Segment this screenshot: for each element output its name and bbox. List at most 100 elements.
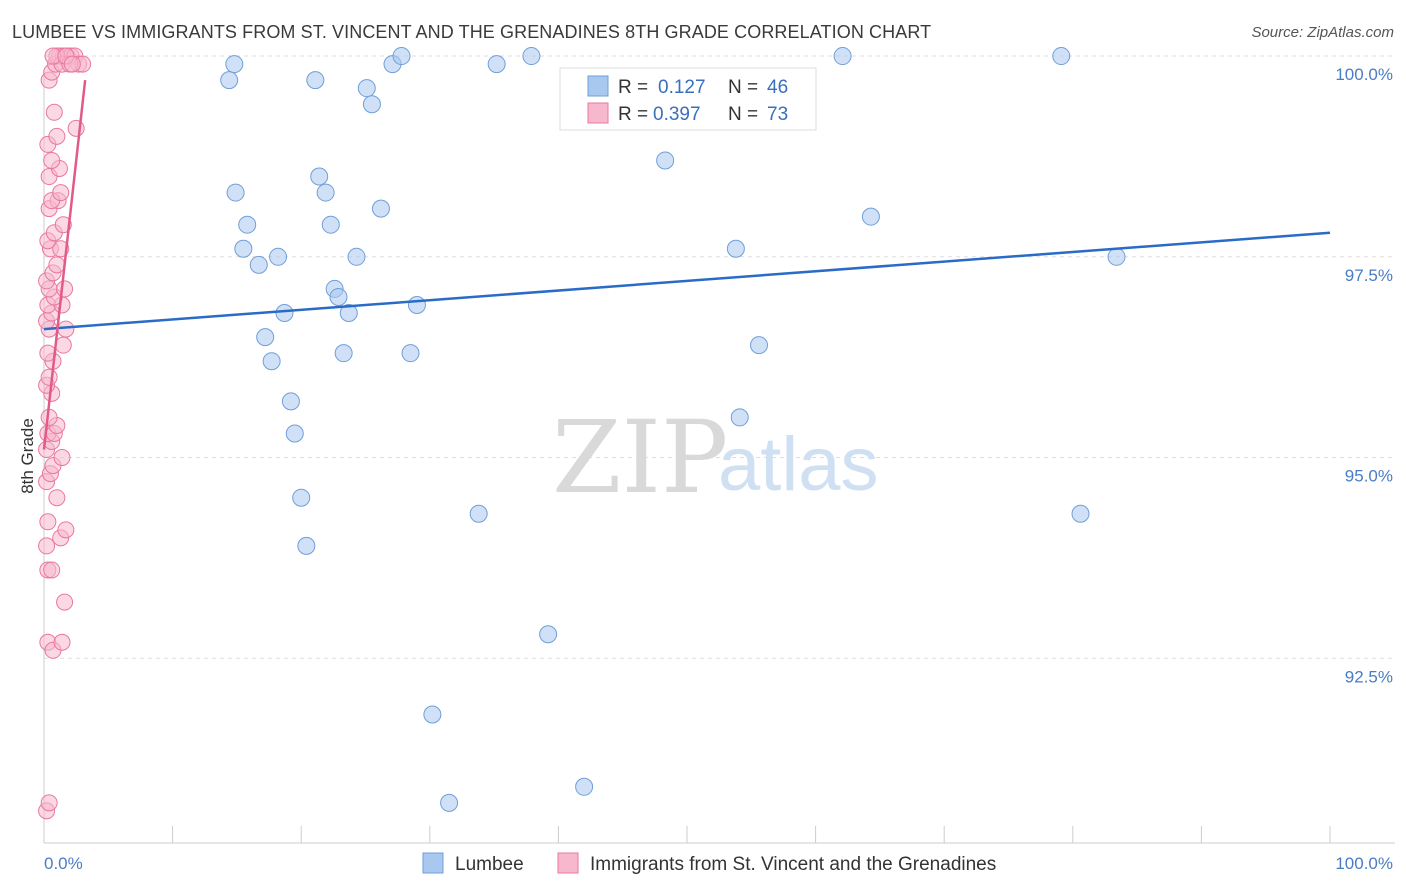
lumbee-point-10 xyxy=(281,392,300,411)
gridlines xyxy=(44,55,1395,659)
lumbee-point-44 xyxy=(1071,504,1090,523)
lumbee-point-0 xyxy=(220,71,239,90)
legend-r-value-2: 0.397 xyxy=(653,104,701,125)
lumbee-point-8 xyxy=(269,247,288,266)
lumbee-point-7 xyxy=(262,352,281,371)
y-tick-label-0: 92.5% xyxy=(1345,667,1393,686)
lumbee-point-39 xyxy=(730,408,749,427)
y-tick-label-3: 100.0% xyxy=(1335,65,1393,84)
lumbee-point-32 xyxy=(469,504,488,523)
lumbee-point-13 xyxy=(297,536,316,555)
trend-lines xyxy=(42,80,1331,450)
bottom-legend-swatch-immigrants xyxy=(557,852,579,874)
lumbee-point-11 xyxy=(285,424,304,443)
lumbee-point-25 xyxy=(371,199,390,218)
immigrants-point-49 xyxy=(52,184,70,202)
immigrants-point-56 xyxy=(45,103,63,121)
lumbee-point-3 xyxy=(234,239,253,258)
lumbee-point-2 xyxy=(226,183,245,202)
lumbee-point-42 xyxy=(861,207,880,226)
lumbee-point-21 xyxy=(339,304,358,323)
lumbee-point-34 xyxy=(522,47,541,66)
legend-r-label-1: R = xyxy=(618,77,648,98)
immigrants-point-4 xyxy=(53,633,71,651)
lumbee-point-19 xyxy=(329,287,348,306)
tick-labels: 92.5% 95.0% 97.5% 100.0% 0.0% 100.0% xyxy=(44,65,1393,873)
lumbee-point-6 xyxy=(256,328,275,347)
lumbee-point-33 xyxy=(487,55,506,74)
lumbee-point-28 xyxy=(401,344,420,363)
y-tick-label-1: 95.0% xyxy=(1345,467,1393,486)
immigrants-point-40 xyxy=(48,256,66,274)
lumbee-point-14 xyxy=(306,71,325,90)
x-tick-label-1: 100.0% xyxy=(1335,854,1393,873)
lumbee-point-24 xyxy=(362,95,381,114)
bottom-legend-swatch-lumbee xyxy=(422,852,444,874)
legend-r-value-1: 0.127 xyxy=(658,77,706,98)
lumbee-point-27 xyxy=(392,47,411,66)
immigrants-point-8 xyxy=(38,537,56,555)
legend-r-label-2: R = xyxy=(618,104,648,125)
lumbee-point-15 xyxy=(310,167,329,186)
watermark: ZIP atlas xyxy=(552,399,879,516)
lumbee-point-4 xyxy=(238,215,257,234)
bottom-legend-lumbee: Lumbee xyxy=(455,854,524,875)
legend-swatch-lumbee xyxy=(587,75,609,97)
immigrants-point-25 xyxy=(40,368,58,386)
lumbee-point-38 xyxy=(726,239,745,258)
lumbee-point-9 xyxy=(275,304,294,323)
lumbee-point-40 xyxy=(750,336,769,355)
lumbee-point-30 xyxy=(423,705,442,724)
stats-legend: R = 0.127 N = 46 R = 0.397 N = 73 xyxy=(559,67,817,131)
lumbee-point-20 xyxy=(334,344,353,363)
lumbee-point-41 xyxy=(833,47,852,66)
immigrants-point-11 xyxy=(39,513,57,531)
lumbee-point-35 xyxy=(539,625,558,644)
lumbee-point-37 xyxy=(656,151,675,170)
series-lumbee-points xyxy=(220,47,1126,812)
legend-swatch-immigrants xyxy=(587,102,609,124)
immigrants-point-55 xyxy=(67,119,85,137)
legend-n-value-2: 73 xyxy=(767,104,788,125)
legend-n-label-1: N = xyxy=(728,77,758,98)
immigrants-point-7 xyxy=(43,561,61,579)
lumbee-point-16 xyxy=(316,183,335,202)
bottom-legend-immigrants: Immigrants from St. Vincent and the Gren… xyxy=(590,854,996,875)
immigrants-point-54 xyxy=(48,127,66,145)
immigrants-point-52 xyxy=(43,151,61,169)
immigrants-point-45 xyxy=(54,216,72,234)
immigrants-point-12 xyxy=(48,489,66,507)
lumbee-point-1 xyxy=(225,55,244,74)
lumbee-point-23 xyxy=(357,79,376,98)
lumbee-point-36 xyxy=(575,777,594,796)
y-axis-title: 8th Grade xyxy=(18,418,37,494)
immigrants-point-72 xyxy=(63,55,81,73)
lumbee-point-45 xyxy=(1107,247,1126,266)
lumbee-trend-line xyxy=(43,231,1331,331)
lumbee-point-5 xyxy=(249,255,268,274)
lumbee-point-12 xyxy=(292,488,311,507)
chart-title: LUMBEE VS IMMIGRANTS FROM ST. VINCENT AN… xyxy=(12,22,932,42)
series-legend: Lumbee Immigrants from St. Vincent and t… xyxy=(422,852,996,875)
immigrants-point-16 xyxy=(53,449,71,467)
lumbee-point-22 xyxy=(347,247,366,266)
legend-n-label-2: N = xyxy=(728,104,758,125)
watermark-atlas: atlas xyxy=(718,422,879,507)
watermark-zip: ZIP xyxy=(552,399,728,516)
lumbee-point-29 xyxy=(407,295,426,314)
chart-source: Source: ZipAtlas.com xyxy=(1251,24,1394,41)
lumbee-point-43 xyxy=(1052,47,1071,66)
immigrants-point-37 xyxy=(56,280,74,298)
y-tick-label-2: 97.5% xyxy=(1345,266,1393,285)
x-tick-label-0: 0.0% xyxy=(44,854,83,873)
immigrants-point-1 xyxy=(40,794,58,812)
lumbee-point-17 xyxy=(321,215,340,234)
immigrants-point-28 xyxy=(54,336,72,354)
immigrants-point-10 xyxy=(57,521,75,539)
legend-n-value-1: 46 xyxy=(767,77,788,98)
immigrants-point-5 xyxy=(56,593,74,611)
lumbee-point-31 xyxy=(440,793,459,812)
immigrants-trend-line xyxy=(42,80,87,450)
series-svg-immigrants-points xyxy=(38,47,92,820)
